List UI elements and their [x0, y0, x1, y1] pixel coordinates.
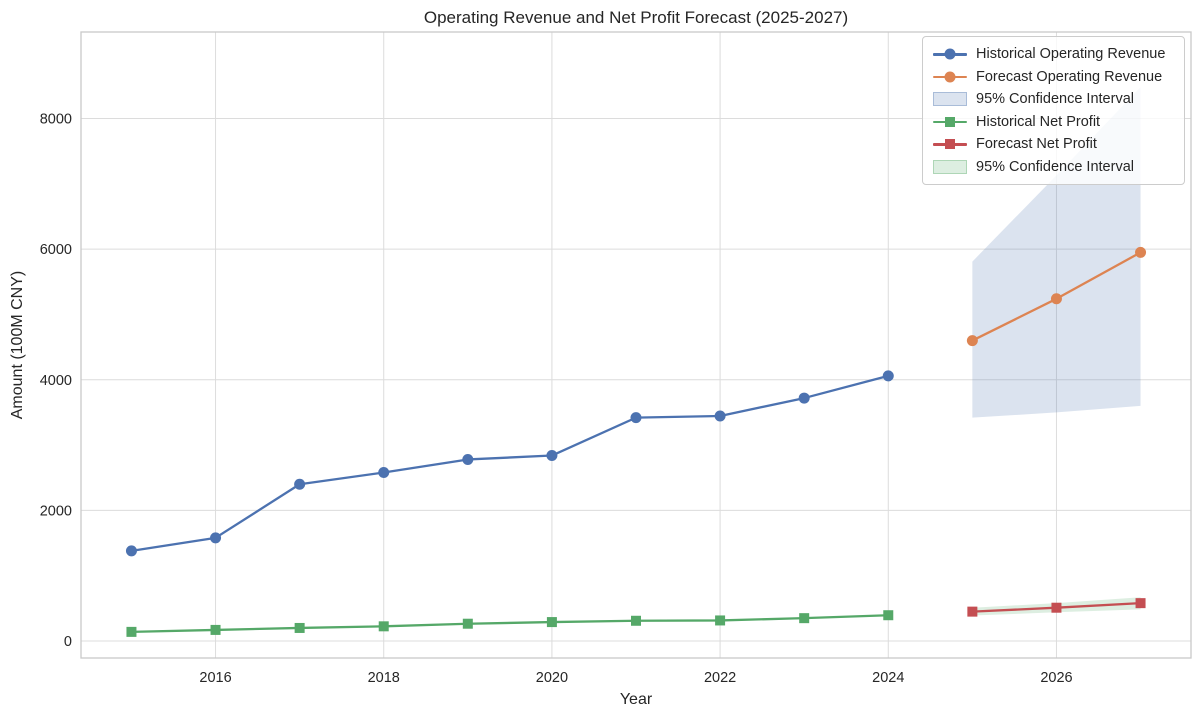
- legend-line-swatch: [933, 69, 967, 85]
- data-point-square: [1051, 602, 1062, 613]
- legend-item: Historical Net Profit: [933, 111, 1174, 134]
- data-point-circle: [966, 335, 978, 347]
- square-marker-icon: [945, 139, 955, 150]
- legend-line-swatch: [933, 114, 967, 130]
- data-point-square: [546, 617, 557, 628]
- legend-item: 95% Confidence Interval: [933, 156, 1174, 179]
- legend-item-label: Forecast Net Profit: [976, 136, 1097, 153]
- data-point-square: [883, 610, 894, 621]
- axes-border: [80, 31, 1192, 659]
- data-point-circle: [210, 532, 222, 544]
- data-point-square: [378, 621, 389, 632]
- x-tick-label: 2026: [1040, 670, 1072, 686]
- square-marker-icon: [945, 116, 955, 127]
- legend: Historical Operating Revenue Forecast Ope…: [922, 36, 1185, 185]
- data-point-circle: [714, 410, 726, 422]
- data-point-square: [715, 615, 726, 626]
- legend-patch-swatch: [933, 159, 967, 175]
- y-tick-label: 8000: [40, 112, 72, 128]
- confidence-patch-icon: [933, 159, 967, 174]
- legend-item-label: Historical Operating Revenue: [976, 46, 1166, 63]
- y-tick-label: 0: [64, 634, 72, 650]
- chart-title: Operating Revenue and Net Profit Forecas…: [423, 8, 849, 27]
- circle-marker-icon: [944, 71, 956, 83]
- x-tick-label: 2022: [704, 670, 736, 686]
- data-point-square: [294, 622, 305, 633]
- data-point-circle: [125, 545, 137, 557]
- legend-item-label: 95% Confidence Interval: [976, 91, 1134, 108]
- data-point-circle: [462, 453, 474, 465]
- x-axis-label: Year: [619, 691, 653, 708]
- data-point-circle: [1050, 293, 1062, 305]
- y-tick-label: 4000: [40, 373, 72, 389]
- legend-item: Historical Operating Revenue: [933, 43, 1174, 66]
- data-point-circle: [882, 370, 894, 382]
- x-tick-label: 2020: [536, 670, 568, 686]
- legend-item-label: Historical Net Profit: [976, 113, 1101, 130]
- circle-marker-icon: [944, 48, 956, 60]
- y-tick-label: 2000: [40, 503, 72, 519]
- legend-item: 95% Confidence Interval: [933, 88, 1174, 111]
- series-line: [131, 614, 889, 634]
- data-point-square: [967, 606, 978, 617]
- data-point-circle: [630, 412, 642, 424]
- legend-item-label: Forecast Operating Revenue: [976, 68, 1163, 85]
- data-point-circle: [1135, 246, 1147, 258]
- data-point-square: [210, 624, 221, 635]
- data-point-circle: [294, 478, 306, 490]
- x-tick-label: 2016: [199, 670, 231, 686]
- y-axis-label: Amount (100M CNY): [9, 270, 26, 420]
- data-point-square: [462, 618, 473, 629]
- data-point-circle: [378, 467, 390, 479]
- legend-item: Forecast Net Profit: [933, 133, 1174, 156]
- legend-line-swatch: [933, 46, 967, 62]
- series-line: [131, 374, 889, 553]
- legend-patch-swatch: [933, 91, 967, 107]
- confidence-patch-icon: [933, 92, 967, 107]
- legend-item: Forecast Operating Revenue: [933, 66, 1174, 89]
- x-tick-label: 2018: [368, 670, 400, 686]
- data-point-square: [126, 626, 137, 637]
- data-point-square: [799, 613, 810, 624]
- x-tick-label: 2024: [872, 670, 904, 686]
- data-point-square: [1135, 598, 1146, 609]
- data-point-circle: [798, 392, 810, 404]
- data-point-square: [631, 615, 641, 626]
- legend-item-label: 95% Confidence Interval: [976, 158, 1134, 175]
- legend-line-swatch: [933, 136, 967, 152]
- data-point-circle: [546, 450, 558, 462]
- y-tick-label: 6000: [40, 242, 72, 258]
